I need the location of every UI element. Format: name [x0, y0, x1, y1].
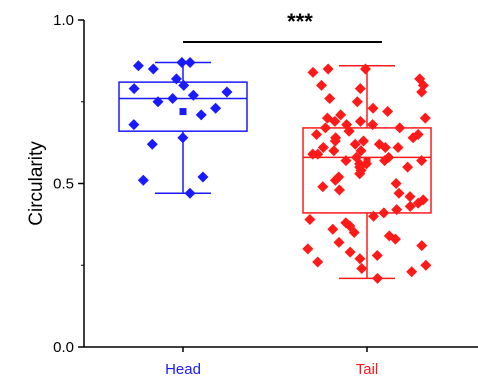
tail-point — [315, 79, 327, 91]
tail-point — [317, 142, 329, 154]
y-axis-title: Circularity — [26, 141, 47, 226]
y-tick-label: 0.0 — [53, 339, 74, 356]
tail-point — [322, 63, 334, 75]
x-tick-label-head: Head — [165, 361, 201, 378]
tail-point — [302, 243, 314, 255]
tail-point — [329, 135, 341, 147]
tail-point — [335, 109, 347, 121]
tail-point — [406, 266, 418, 278]
tail-point — [355, 145, 367, 157]
head-point — [221, 86, 233, 98]
tail-point — [382, 106, 394, 118]
tail-point — [319, 122, 331, 134]
tail-point — [379, 155, 391, 167]
head-point — [176, 57, 188, 69]
head-point — [195, 109, 207, 121]
tail-point — [393, 187, 405, 199]
tail-point — [378, 207, 390, 219]
box-plots — [118, 61, 432, 280]
head-point — [178, 79, 190, 91]
tail-point — [404, 200, 416, 212]
tail-point — [317, 181, 329, 193]
tail-point — [392, 142, 404, 154]
tail-point — [333, 236, 345, 248]
axes: 0.0 0.5 1.0 Head Tail — [53, 12, 478, 378]
tail-point — [351, 96, 363, 108]
head-mean-marker — [179, 108, 187, 116]
head-point — [187, 89, 199, 101]
head-point — [184, 57, 196, 69]
significance-label: *** — [287, 9, 313, 34]
head-point — [197, 171, 209, 183]
tail-point — [354, 168, 366, 180]
head-point — [152, 96, 164, 108]
x-tick-label-tail: Tail — [356, 361, 379, 378]
tail-point — [359, 63, 371, 75]
tail-point — [356, 263, 368, 275]
tail-point — [324, 92, 336, 104]
tail-point — [407, 132, 419, 144]
tail-point — [412, 197, 424, 209]
head-point — [128, 119, 140, 131]
tail-point — [368, 210, 380, 222]
tail-point — [420, 259, 432, 271]
tail-point — [371, 272, 383, 284]
head-point — [170, 73, 182, 85]
tail-point — [379, 142, 391, 154]
tail-point — [404, 191, 416, 203]
head-point — [128, 83, 140, 95]
tail-box — [302, 127, 432, 214]
tail-point — [307, 148, 319, 160]
tail-point — [367, 119, 379, 131]
tail-point — [307, 66, 319, 78]
tail-point — [328, 145, 340, 157]
head-point — [132, 60, 144, 72]
tail-point — [416, 240, 428, 252]
head-point — [184, 187, 196, 199]
tail-point — [389, 233, 401, 245]
tail-point — [419, 112, 431, 124]
tail-point — [312, 256, 324, 268]
tail-point — [343, 125, 355, 137]
tail-point — [416, 86, 428, 98]
head-point — [167, 92, 179, 104]
tail-point — [349, 138, 361, 150]
head-point — [147, 63, 159, 75]
tail-point — [327, 223, 339, 235]
tail-point — [390, 178, 402, 189]
tail-point — [354, 253, 366, 265]
tail-point — [394, 122, 406, 134]
tail-point — [354, 83, 366, 95]
head-point — [146, 138, 158, 150]
tail-point — [357, 135, 369, 147]
tail-point — [348, 227, 360, 239]
tail-point — [416, 155, 428, 167]
head-point — [177, 132, 189, 144]
tail-point — [333, 184, 345, 196]
tail-point — [344, 246, 356, 258]
tail-point — [371, 249, 383, 261]
head-point — [137, 174, 149, 186]
tail-point — [311, 128, 323, 140]
tail-point — [402, 161, 414, 173]
tail-point — [391, 204, 403, 216]
tail-point — [329, 174, 341, 186]
tail-point — [329, 115, 341, 127]
y-tick-label: 0.5 — [53, 176, 74, 193]
labels: Circularity *** — [26, 9, 313, 226]
tail-point — [340, 155, 352, 167]
tail-point — [367, 102, 379, 114]
head-point — [210, 102, 222, 114]
y-tick-label: 1.0 — [53, 12, 74, 29]
tail-point — [354, 115, 366, 127]
tail-point — [304, 213, 316, 225]
data-points — [128, 57, 432, 284]
